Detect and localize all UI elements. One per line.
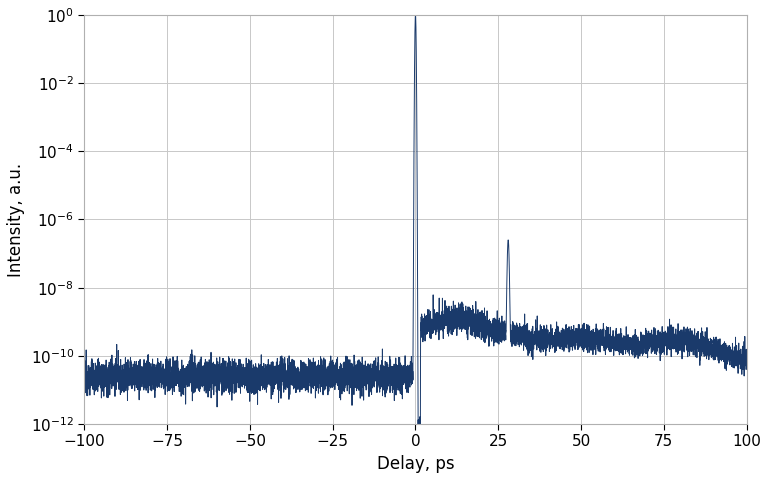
Y-axis label: Intensity, a.u.: Intensity, a.u. — [7, 162, 25, 276]
X-axis label: Delay, ps: Delay, ps — [376, 455, 455, 473]
